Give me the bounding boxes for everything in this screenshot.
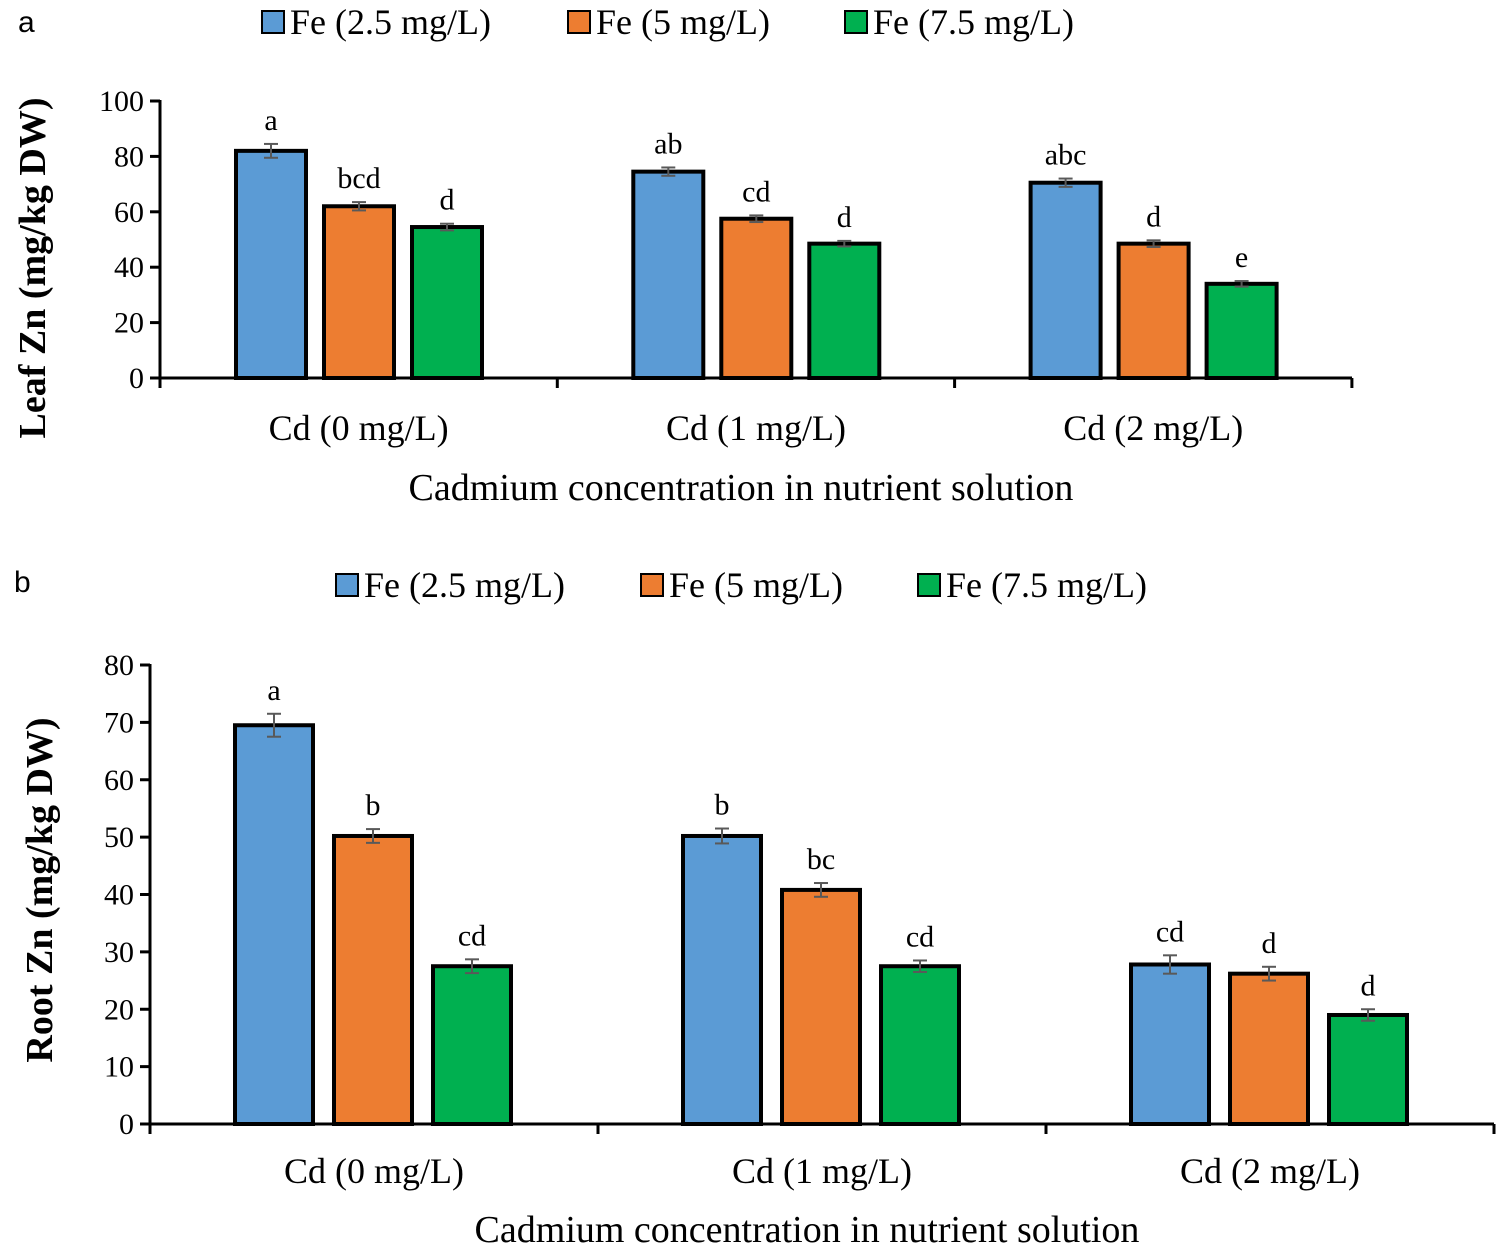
legend-swatch-1	[261, 10, 285, 34]
y-tick-label: 0	[119, 1108, 134, 1141]
significance-letter: d	[440, 184, 455, 217]
significance-letter: a	[267, 674, 280, 707]
bar-3-cat-2	[879, 964, 961, 1126]
y-axis-title: Root Zn (mg/kg DW)	[19, 717, 61, 1062]
panel-label: a	[18, 6, 35, 39]
legend-label-3: Fe (7.5 mg/L)	[873, 2, 1074, 42]
legend-label-1: Fe (2.5 mg/L)	[290, 2, 491, 42]
significance-letter: abc	[1045, 139, 1087, 172]
significance-letter: cd	[1156, 915, 1184, 948]
significance-letter: bc	[807, 843, 835, 876]
significance-letter: a	[264, 104, 277, 137]
y-tick-label: 50	[104, 821, 134, 854]
legend-swatch-3	[917, 573, 941, 597]
legend-label-2: Fe (5 mg/L)	[596, 2, 770, 42]
bar-1-cat-2	[681, 833, 763, 1126]
significance-letter: cd	[742, 175, 770, 208]
significance-letter: d	[1262, 927, 1277, 960]
legend-swatch-3	[844, 10, 868, 34]
legend-label-1: Fe (2.5 mg/L)	[364, 565, 565, 605]
legend-swatch-2	[640, 573, 664, 597]
y-tick-label: 80	[114, 140, 144, 173]
x-axis-title: Cadmium concentration in nutrient soluti…	[475, 1209, 1140, 1251]
y-tick-label: 80	[104, 649, 134, 682]
panel-label: b	[14, 566, 31, 599]
bar-3-cat-3	[1204, 281, 1279, 381]
bar-2-cat-3	[1116, 241, 1191, 380]
legend-swatch-2	[567, 10, 591, 34]
panel-a: a Fe (2.5 mg/L) Fe (5 mg/L) Fe (7.5 mg/L) 0 2…	[12, 2, 1354, 509]
bar-1-cat-1	[234, 148, 308, 380]
significance-letter: b	[715, 789, 730, 822]
significance-letter: bcd	[337, 162, 380, 195]
x-category-label: Cd (0 mg/L)	[269, 408, 449, 448]
panel-b: b Fe (2.5 mg/L) Fe (5 mg/L) Fe (7.5 mg/L) 0 1…	[14, 565, 1496, 1251]
x-category-label: Cd (1 mg/L)	[666, 408, 846, 448]
significance-letter: b	[366, 789, 381, 822]
y-tick-label: 60	[114, 196, 144, 229]
significance-letter: d	[1361, 969, 1376, 1002]
significance-letter: cd	[906, 920, 934, 953]
x-category-label: Cd (1 mg/L)	[732, 1151, 912, 1191]
bar-1-cat-2	[631, 169, 706, 380]
x-category-label: Cd (2 mg/L)	[1063, 408, 1243, 448]
x-category-label: Cd (0 mg/L)	[284, 1151, 464, 1191]
significance-letter: ab	[654, 127, 682, 160]
y-tick-label: 20	[114, 307, 144, 340]
y-tick-label: 10	[104, 1051, 134, 1084]
x-axis-title: Cadmium concentration in nutrient soluti…	[409, 467, 1074, 509]
y-tick-label: 30	[104, 936, 134, 969]
y-tick-label: 20	[104, 993, 134, 1026]
y-tick-label: 0	[129, 362, 144, 395]
bar-2-cat-2	[719, 216, 794, 380]
bar-3-cat-2	[807, 241, 882, 380]
legend-label-2: Fe (5 mg/L)	[669, 565, 843, 605]
y-tick-label: 40	[114, 251, 144, 284]
bar-1-cat-3	[1129, 962, 1211, 1126]
bar-3-cat-1	[431, 964, 513, 1126]
significance-letter: d	[1146, 200, 1161, 233]
significance-letter: cd	[458, 919, 486, 952]
y-tick-label: 60	[104, 764, 134, 797]
bar-3-cat-1	[410, 225, 484, 380]
bar-1-cat-1	[233, 723, 315, 1127]
bar-1-cat-3	[1028, 180, 1103, 380]
bar-2-cat-1	[322, 204, 396, 380]
legend-label-3: Fe (7.5 mg/L)	[946, 565, 1147, 605]
significance-letter: d	[837, 201, 852, 234]
x-category-label: Cd (2 mg/L)	[1180, 1151, 1360, 1191]
y-tick-label: 100	[99, 85, 144, 118]
bar-3-cat-3	[1327, 1012, 1409, 1126]
y-tick-label: 70	[104, 706, 134, 739]
legend-swatch-1	[335, 573, 359, 597]
bar-2-cat-3	[1228, 971, 1310, 1126]
y-axis-title: Leaf Zn (mg/kg DW)	[12, 98, 54, 439]
bar-2-cat-2	[780, 887, 862, 1126]
significance-letter: e	[1235, 241, 1248, 274]
y-tick-label: 40	[104, 879, 134, 912]
bar-2-cat-1	[332, 833, 414, 1126]
